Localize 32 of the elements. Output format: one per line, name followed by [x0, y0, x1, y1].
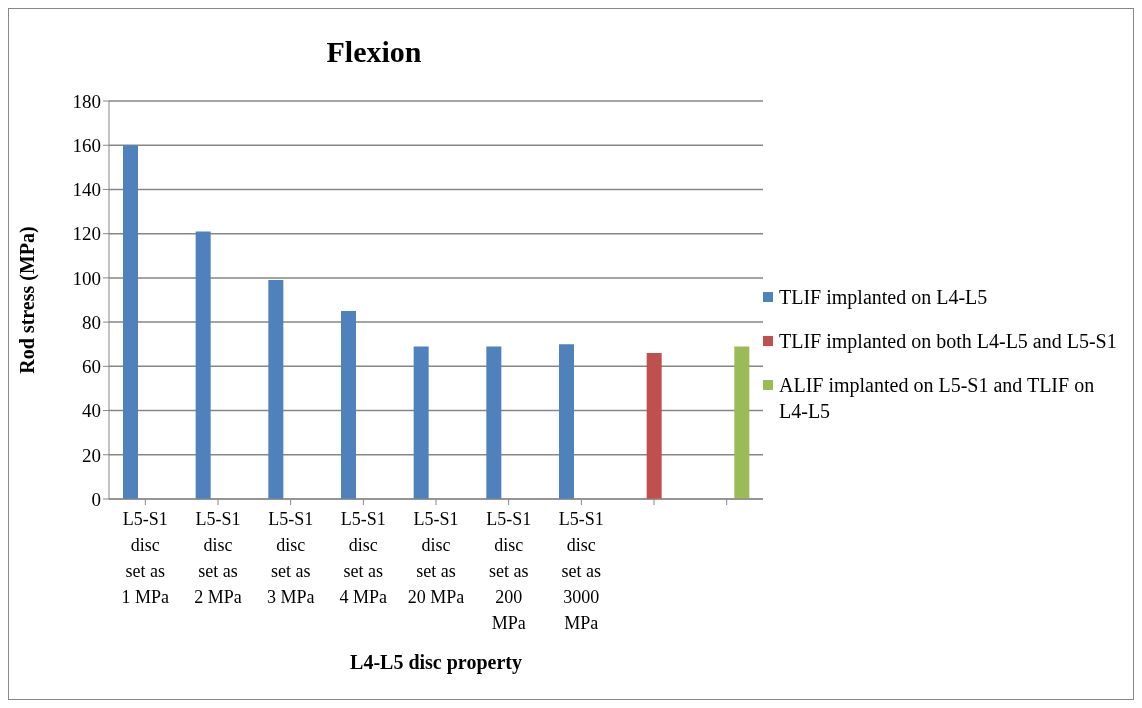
y-tick-label: 80: [82, 311, 101, 333]
y-tick-label: 140: [72, 179, 101, 201]
y-tick-label: 40: [82, 400, 101, 422]
x-tick-label: L5-S1 disc set as 200 MPa: [486, 509, 532, 633]
bar: [341, 311, 356, 499]
bar: [486, 346, 502, 499]
legend-label: ALIF implanted on L5-S1 and TLIF on L4-L5: [779, 373, 1096, 424]
x-tick-label: L5-S1 disc set as 3 MPa: [266, 509, 315, 607]
x-tick-label: L5-S1 disc set as 1 MPa: [121, 509, 170, 607]
bar: [734, 346, 750, 499]
y-tick-label: 120: [72, 223, 101, 245]
bar: [413, 346, 429, 499]
bar: [559, 344, 574, 499]
y-tick-label: 20: [82, 444, 101, 466]
y-tick-label: 100: [72, 267, 101, 289]
y-tick-label: 0: [91, 488, 101, 510]
legend-label: TLIF implanted on L4-L5: [779, 285, 988, 310]
legend-label: TLIF implanted on both L4-L5 and L5-S1: [779, 329, 1117, 354]
bar: [123, 145, 138, 499]
x-tick-label: L5-S1 disc set as 4 MPa: [339, 509, 388, 607]
y-tick-label: 60: [82, 356, 101, 378]
x-tick-label: L5-S1 disc set as 3000 MPa: [558, 509, 604, 633]
x-axis-title: L4-L5 disc property: [350, 651, 522, 674]
bar: [195, 231, 211, 499]
y-axis-title: Rod stress (MPa): [16, 226, 40, 374]
y-tick-label: 160: [72, 134, 101, 156]
bar: [268, 280, 284, 499]
x-tick-label: L5-S1 disc set as 2 MPa: [194, 509, 242, 607]
chart-title: Flexion: [325, 35, 423, 69]
y-tick-label: 180: [72, 90, 101, 112]
bar: [646, 353, 662, 499]
x-tick-label: L5-S1 disc set as 20 MPa: [407, 509, 465, 607]
